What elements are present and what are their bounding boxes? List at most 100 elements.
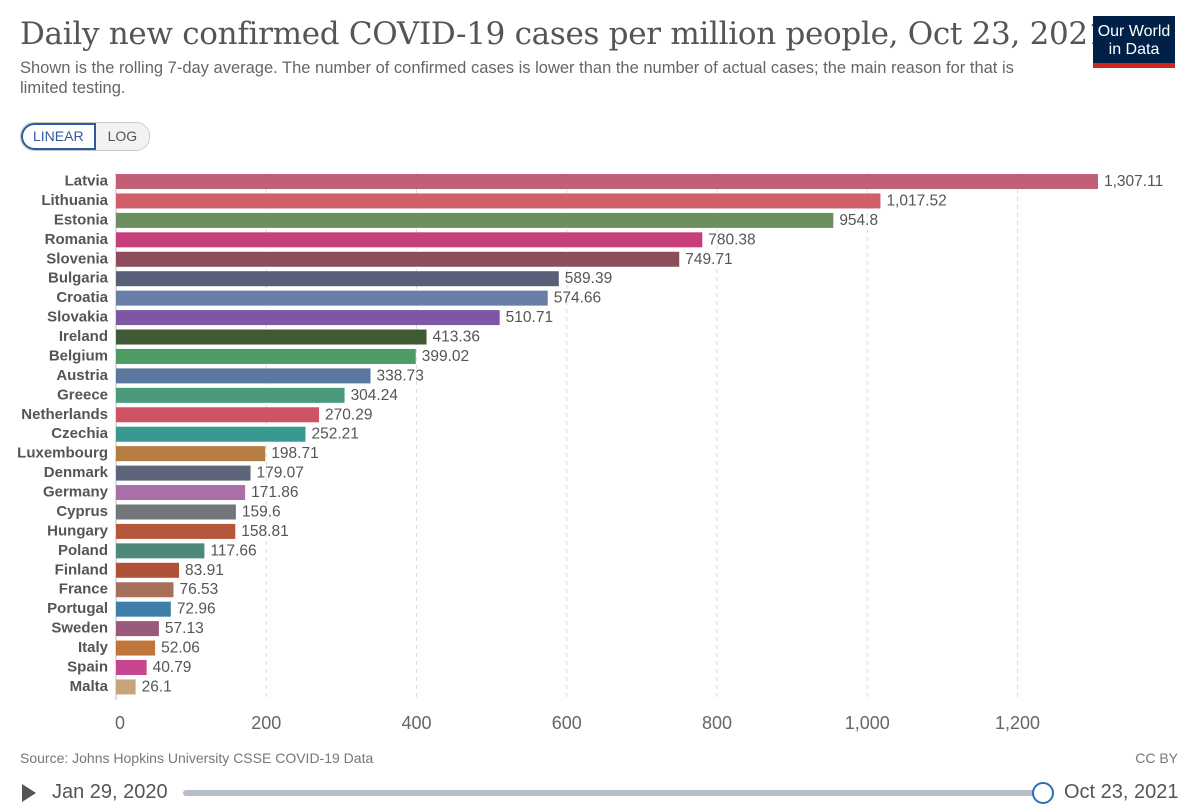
value-label: 171.86 <box>251 484 298 501</box>
category-label: Czechia <box>51 425 108 442</box>
category-label: Romania <box>45 231 109 248</box>
x-tick-label: 1,000 <box>845 713 890 733</box>
bar <box>116 387 345 403</box>
value-label: 399.02 <box>422 348 469 365</box>
category-label: Germany <box>43 484 109 501</box>
bar-chart: 0 200 400 600 800 1,000 1,200 Latvia 1,307.11 Lit… <box>17 173 1163 733</box>
bar <box>116 601 171 617</box>
bar <box>116 426 306 442</box>
x-tick-label: 1,200 <box>995 713 1040 733</box>
bar <box>116 212 834 228</box>
category-label: Cyprus <box>56 503 108 520</box>
chart-subtitle: Shown is the rolling 7-day average. The … <box>20 59 1014 97</box>
value-label: 57.13 <box>165 620 204 637</box>
license-label[interactable]: CC BY <box>1135 750 1178 766</box>
category-label: Portugal <box>47 600 108 617</box>
owid-logo[interactable]: Our World in Data <box>1093 16 1175 68</box>
timeline-end-label: Oct 23, 2021 <box>1064 781 1179 803</box>
value-label: 117.66 <box>210 542 256 559</box>
logo-red-bar <box>1093 63 1175 68</box>
category-label: France <box>59 581 108 598</box>
value-label: 179.07 <box>257 465 304 482</box>
bar <box>116 679 136 695</box>
category-label: Sweden <box>51 620 108 637</box>
value-label: 780.38 <box>708 231 755 248</box>
bar <box>116 329 427 345</box>
value-label: 1,307.11 <box>1104 173 1163 190</box>
category-label: Bulgaria <box>48 270 109 287</box>
category-label: Denmark <box>44 464 109 481</box>
category-label: Belgium <box>49 347 108 364</box>
chart-title: Daily new confirmed COVID-19 cases per m… <box>20 16 1108 52</box>
category-label: Netherlands <box>21 406 108 423</box>
scale-toggle: LINEAR LOG <box>20 122 151 151</box>
category-label: Slovenia <box>46 250 108 267</box>
timeline: Jan 29, 2020 Oct 23, 2021 <box>0 775 1200 811</box>
category-label: Lithuania <box>41 192 108 209</box>
timeline-track[interactable] <box>183 790 1041 796</box>
timeline-start-label: Jan 29, 2020 <box>52 781 168 803</box>
value-label: 159.6 <box>242 503 281 520</box>
logo-line-2: in Data <box>1108 41 1160 58</box>
bar <box>116 348 416 364</box>
bar <box>116 446 266 462</box>
value-label: 574.66 <box>554 290 601 307</box>
bar <box>116 193 881 209</box>
value-label: 40.79 <box>153 659 192 676</box>
category-label: Estonia <box>54 211 109 228</box>
bar <box>116 407 320 423</box>
value-label: 72.96 <box>177 601 216 618</box>
category-label: Latvia <box>65 173 109 190</box>
value-label: 338.73 <box>376 367 423 384</box>
bar <box>116 310 500 326</box>
value-label: 510.71 <box>506 309 553 326</box>
x-tick-label: 600 <box>552 713 582 733</box>
value-label: 26.1 <box>142 678 172 695</box>
category-label: Croatia <box>56 289 108 306</box>
linear-scale-button[interactable]: LINEAR <box>21 123 96 150</box>
bar <box>116 660 147 675</box>
bar <box>116 543 205 559</box>
logo-line-1: Our World <box>1097 23 1171 40</box>
bar <box>116 368 371 384</box>
bar <box>116 465 251 481</box>
value-label: 158.81 <box>241 523 288 540</box>
category-label: Hungary <box>47 522 109 539</box>
category-label: Ireland <box>59 328 108 345</box>
bar <box>116 290 548 306</box>
value-label: 270.29 <box>325 406 372 423</box>
category-label: Finland <box>55 561 108 578</box>
value-label: 304.24 <box>351 387 399 404</box>
bar <box>116 523 236 539</box>
play-icon[interactable] <box>22 784 36 802</box>
source-note[interactable]: Source: Johns Hopkins University CSSE CO… <box>20 750 374 766</box>
category-label: Greece <box>57 386 108 403</box>
category-label: Slovakia <box>47 309 109 326</box>
value-label: 198.71 <box>271 445 318 462</box>
x-tick-label: 800 <box>702 713 732 733</box>
category-label: Austria <box>56 367 108 384</box>
bar <box>116 562 180 578</box>
bar <box>116 504 236 520</box>
bar <box>116 174 1098 189</box>
category-label: Malta <box>70 678 109 695</box>
bar <box>116 621 159 637</box>
value-label: 83.91 <box>185 562 224 579</box>
value-label: 252.21 <box>311 426 358 443</box>
category-label: Luxembourg <box>17 445 108 462</box>
category-label: Spain <box>67 659 108 676</box>
category-label: Italy <box>78 639 109 656</box>
value-label: 749.71 <box>685 251 732 268</box>
bar <box>116 582 174 598</box>
value-label: 52.06 <box>161 640 200 657</box>
bar <box>116 640 156 656</box>
log-scale-button[interactable]: LOG <box>95 123 150 150</box>
x-tick-label: 200 <box>251 713 281 733</box>
value-label: 954.8 <box>839 212 878 229</box>
bar <box>116 251 680 267</box>
value-label: 413.36 <box>433 329 480 346</box>
timeline-handle[interactable] <box>1032 782 1054 804</box>
x-tick-label: 400 <box>401 713 431 733</box>
value-label: 76.53 <box>179 581 218 598</box>
value-label: 1,017.52 <box>886 192 946 209</box>
